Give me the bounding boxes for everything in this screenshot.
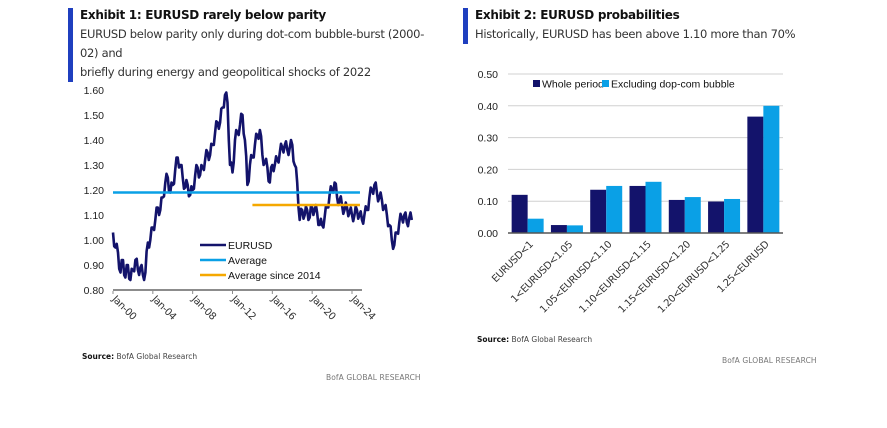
- legend-swatch: [602, 80, 609, 87]
- bar-excluding-dotcom: [684, 197, 701, 233]
- exhibit1-subtitle-line1: EURUSD below parity only during dot-com …: [80, 27, 425, 60]
- bar-excluding-dotcom: [724, 198, 741, 233]
- exhibit1-header: Exhibit 1: EURUSD rarely below parity EU…: [68, 8, 430, 82]
- y-tick-label: 0.50: [478, 69, 499, 81]
- eurusd-line-chart: 1.60 1.50 1.40 1.30 1.20 1.10 1.00 0.90 0.80 Jan-…: [84, 85, 414, 323]
- x-category-label: 1.20<EURUSD<1.25: [656, 239, 732, 315]
- y-tick-label: 1.60: [84, 85, 105, 97]
- x-category-label: 1.10<EURUSD<1.15: [577, 239, 653, 315]
- y-tick-label: 0.00: [478, 228, 499, 240]
- y-tick-label: 0.20: [478, 164, 499, 176]
- bar-whole-period: [590, 189, 607, 233]
- y-tick-label: 1.50: [84, 110, 105, 122]
- bar-excluding-dotcom: [606, 185, 623, 233]
- exhibit2-source-label: Source:: [477, 335, 510, 344]
- bar-whole-period: [708, 201, 725, 233]
- x-tick-label: Jan-00: [109, 293, 138, 322]
- legend-swatch: [533, 80, 540, 87]
- y-tick-label: 0.30: [478, 133, 499, 145]
- legend-label: EURUSD: [228, 240, 273, 252]
- x-category-label: 1.05<EURUSD<1.10: [538, 239, 614, 315]
- exhibit2-source: Source: BofA Global Research: [477, 335, 592, 344]
- y-tick-label: 0.10: [478, 196, 499, 208]
- y-tick-label: 1.40: [84, 135, 105, 147]
- exhibit2-header: Exhibit 2: EURUSD probabilities Historic…: [463, 8, 825, 44]
- x-tick-label: Jan-08: [188, 293, 217, 322]
- exhibit2-brand: BofA GLOBAL RESEARCH: [722, 356, 817, 365]
- exhibit1-source: Source: BofA Global Research: [82, 352, 197, 361]
- eurusd-series-line: [111, 91, 414, 282]
- bar-whole-period: [747, 116, 764, 233]
- x-tick-label: Jan-20: [308, 293, 337, 322]
- legend-label: Excluding dop-com bubble: [611, 79, 735, 91]
- bar-excluding-dotcom: [566, 225, 583, 233]
- bar-whole-period: [629, 185, 646, 233]
- y-tick-label: 0.90: [84, 260, 105, 272]
- bar-whole-period: [668, 199, 685, 233]
- y-tick-label: 0.80: [84, 285, 105, 297]
- y-tick-label: 1.30: [84, 160, 105, 172]
- y-tick-label: 0.40: [478, 101, 499, 113]
- exhibit1-source-text: BofA Global Research: [116, 352, 198, 361]
- legend-label: Average: [228, 255, 267, 267]
- exhibit2-source-text: BofA Global Research: [511, 335, 593, 344]
- bar-excluding-dotcom: [527, 218, 544, 233]
- x-tick-label: Jan-04: [149, 293, 178, 322]
- bar-whole-period: [511, 194, 528, 233]
- bar-excluding-dotcom: [763, 105, 780, 233]
- x-tick-label: Jan-12: [228, 293, 257, 322]
- exhibit2-subtitle: Historically, EURUSD has been above 1.10…: [475, 27, 796, 41]
- exhibit1-title: Exhibit 1: EURUSD rarely below parity: [80, 8, 326, 22]
- exhibit1-subtitle-line2: briefly during energy and geopolitical s…: [80, 65, 371, 79]
- y-tick-label: 1.20: [84, 185, 105, 197]
- x-tick-label: Jan-24: [348, 293, 377, 322]
- legend-label: Whole period: [542, 79, 604, 91]
- y-tick-label: 1.00: [84, 235, 105, 247]
- bar-whole-period: [550, 225, 567, 233]
- x-tick-label: Jan-16: [268, 293, 297, 322]
- bar-excluding-dotcom: [645, 181, 662, 233]
- exhibit1-source-label: Source:: [82, 352, 115, 361]
- x-category-label: 1.15<EURUSD<1.20: [617, 239, 693, 315]
- exhibit1-brand: BofA GLOBAL RESEARCH: [326, 373, 421, 382]
- eurusd-probabilities-bar-chart: 0.500.400.300.200.100.00EURUSD<11<EURUSD…: [478, 69, 783, 316]
- legend-label: Average since 2014: [228, 270, 321, 282]
- y-tick-label: 1.10: [84, 210, 105, 222]
- exhibit2-title: Exhibit 2: EURUSD probabilities: [475, 8, 680, 22]
